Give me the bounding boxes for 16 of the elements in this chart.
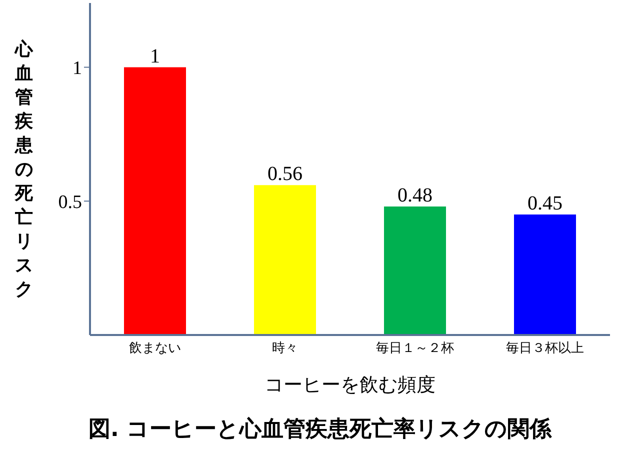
text: 心血管疾患の死亡リスク: [15, 39, 33, 300]
bar: [124, 67, 186, 335]
x-tick-label: 毎日１～２杯: [376, 341, 454, 356]
data-label: 0.48: [398, 184, 432, 206]
bar: [514, 214, 576, 335]
text: 図. コーヒーと心血管疾患死亡率リスクの関係: [87, 416, 553, 444]
y-tick-label: 0.5: [58, 192, 82, 213]
x-tick-label: 毎日３杯以上: [506, 341, 584, 356]
x-tick-label: 飲まない: [129, 341, 181, 356]
x-tick-label: 時々: [272, 341, 298, 356]
data-label: 0.56: [268, 163, 302, 186]
x-axis-title: コーヒーを飲む頻度: [264, 373, 436, 398]
data-label: 1: [150, 45, 160, 68]
bar: [384, 206, 446, 335]
data-label: 0.45: [528, 192, 562, 215]
bar: [254, 185, 316, 335]
